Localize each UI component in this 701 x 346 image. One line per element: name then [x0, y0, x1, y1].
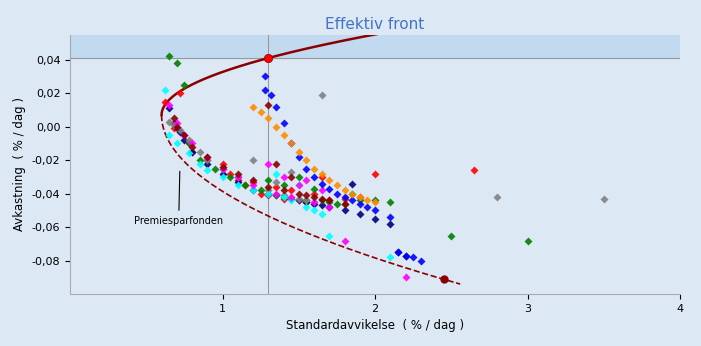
- Bar: [70, 18, 680, 58]
- Text: Premiesparfonden: Premiesparfonden: [134, 171, 223, 226]
- Y-axis label: Avkastning  ( % / dag ): Avkastning ( % / dag ): [13, 97, 26, 231]
- X-axis label: Standardavvikelse  ( % / dag ): Standardavvikelse ( % / dag ): [286, 319, 464, 333]
- Title: Effektiv front: Effektiv front: [325, 17, 425, 32]
